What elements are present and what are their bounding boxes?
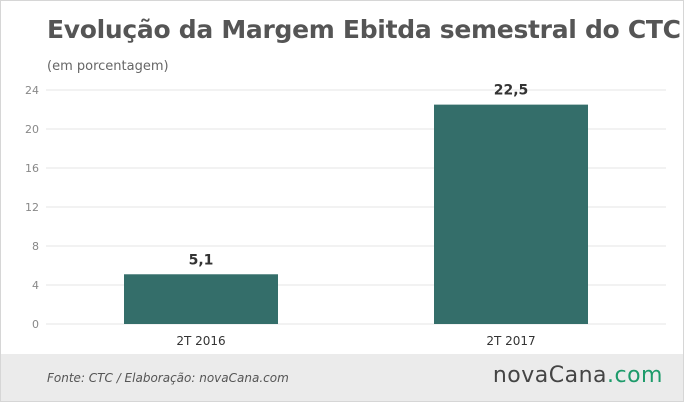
x-tick-label: 2T 2016 [176,334,225,348]
chart-title: Evolução da Margem Ebitda semestral do C… [47,15,681,44]
logo-dot: . [607,363,615,388]
y-tick-label: 20 [25,123,39,136]
y-tick-label: 4 [32,279,39,292]
y-tick-label: 0 [32,318,39,331]
y-tick-label: 24 [25,84,39,97]
data-label: 22,5 [494,83,529,99]
bar [434,104,588,324]
footer: Fonte: CTC / Elaboração: novaCana.com no… [1,354,683,401]
data-label: 5,1 [189,252,214,268]
source-note: Fonte: CTC / Elaboração: novaCana.com [47,371,289,385]
y-tick-label: 16 [25,162,39,175]
logo-main: novaCana [492,363,607,388]
novacana-logo: novaCana.com [493,363,663,388]
bar [124,274,278,324]
logo-tld: com [614,363,663,388]
bar-chart: 0 4 8 12 16 20 24 5,1 2T 2016 22,5 2T 2017 [25,83,666,348]
x-tick-label: 2T 2017 [486,334,535,348]
chart-subtitle: (em porcentagem) [47,59,169,74]
y-tick-label: 8 [32,240,39,253]
y-tick-label: 12 [25,201,39,214]
